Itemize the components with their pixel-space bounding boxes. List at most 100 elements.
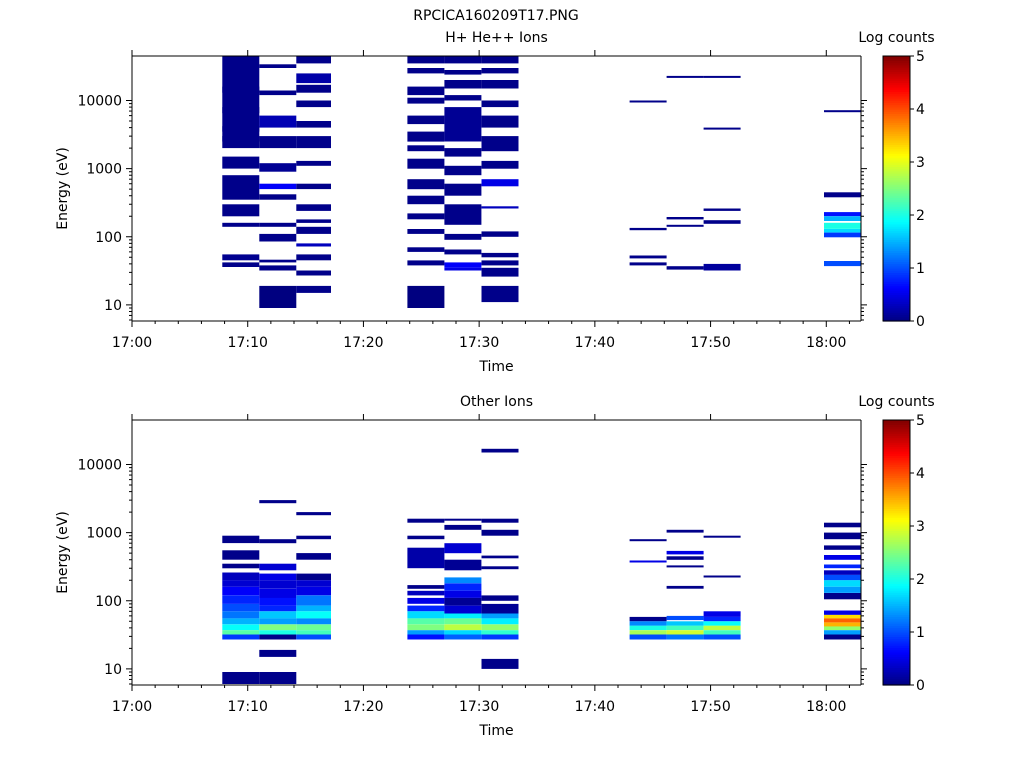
y-tick-label: 10	[104, 298, 122, 314]
heatmap-cell	[824, 626, 861, 631]
heatmap-cell	[824, 622, 861, 627]
colorbar-swatch	[883, 656, 910, 660]
heatmap-cell	[222, 107, 260, 114]
panel-title: Other Ions	[460, 394, 533, 410]
y-tick-label: 10	[104, 662, 122, 678]
colorbar-swatch	[883, 594, 910, 598]
colorbar-swatch	[883, 281, 910, 285]
colorbar-swatch	[883, 126, 910, 130]
colorbar-swatch	[883, 279, 910, 282]
x-tick-label: 18:00	[806, 699, 846, 715]
colorbar-tick-label: 2	[916, 572, 925, 588]
heatmap-cell	[666, 224, 704, 227]
heatmap-cell	[481, 260, 519, 266]
colorbar-swatch	[883, 58, 910, 62]
colorbar-swatch	[883, 499, 910, 503]
heatmap-cell	[259, 136, 297, 149]
colorbar-tick-label: 5	[916, 413, 925, 429]
colorbar-swatch	[883, 539, 910, 543]
colorbar-swatch	[883, 261, 910, 265]
colorbar-swatch	[883, 435, 910, 439]
colorbar-tick-label: 1	[916, 625, 925, 641]
colorbar-swatch	[883, 510, 910, 514]
heatmap-cell	[481, 252, 519, 258]
heatmap-cell	[444, 583, 482, 591]
colorbar-swatch	[883, 245, 910, 249]
heatmap-cell	[259, 285, 297, 308]
colorbar-swatch	[883, 603, 910, 607]
heatmap-cell	[824, 574, 861, 581]
colorbar-swatch	[883, 184, 910, 187]
heatmap-cell	[222, 572, 260, 581]
colorbar-swatch	[883, 287, 910, 291]
heatmap-cell	[481, 160, 519, 169]
colorbar-swatch	[883, 212, 910, 216]
colorbar-swatch	[883, 609, 910, 613]
heatmap-cell	[703, 634, 741, 640]
heatmap-cell	[481, 630, 519, 635]
colorbar-swatch	[883, 71, 910, 75]
colorbar-tick-label: 3	[916, 519, 925, 535]
colorbar-swatch	[883, 139, 910, 143]
colorbar-swatch	[883, 550, 910, 554]
heatmap-cell	[481, 529, 519, 536]
heatmap-cell	[222, 630, 260, 635]
colorbar-swatch	[883, 579, 910, 582]
heatmap-cell	[407, 597, 445, 604]
heatmap-cell	[407, 195, 445, 205]
heatmap-cell	[407, 97, 445, 104]
heatmap-cell	[259, 649, 297, 657]
colorbar-swatch	[883, 159, 910, 163]
heatmap-cell	[444, 267, 482, 271]
colorbar-swatch	[883, 640, 910, 644]
heatmap-cell	[259, 163, 297, 172]
heatmap-cell	[407, 285, 445, 308]
heatmap-cell	[481, 267, 519, 277]
colorbar-swatch	[883, 643, 910, 646]
colorbar-swatch	[883, 682, 910, 686]
colorbar-swatch	[883, 497, 910, 501]
heatmap-cell	[444, 577, 482, 584]
colorbar-swatch	[883, 470, 910, 474]
heatmap-cell	[824, 630, 861, 635]
heatmap-cell	[629, 616, 667, 622]
heatmap-cell	[444, 56, 482, 64]
heatmap-cell	[296, 605, 331, 612]
heatmap-cell	[259, 222, 297, 227]
heatmap-cell	[444, 613, 482, 619]
heatmap-cell	[824, 610, 861, 615]
colorbar-swatch	[883, 612, 910, 615]
colorbar-swatch	[883, 265, 910, 269]
heatmap-cell	[444, 597, 482, 606]
colorbar: 0 1 2 3 4 5 Log counts	[858, 394, 934, 694]
heatmap-cell	[481, 56, 519, 64]
colorbar-swatch	[883, 645, 910, 649]
colorbar-swatch	[883, 316, 910, 320]
heatmap-cell	[444, 148, 482, 157]
colorbar-swatch	[883, 680, 910, 684]
heatmap-cells	[222, 56, 861, 308]
colorbar-swatch	[883, 223, 910, 227]
colorbar-swatch	[883, 186, 910, 190]
heatmap-cell	[259, 634, 297, 640]
heatmap-cell	[222, 672, 260, 684]
colorbar-swatch	[883, 148, 910, 152]
heatmap-cell	[296, 634, 331, 640]
heatmap-cell	[824, 586, 861, 593]
heatmap-cell	[703, 611, 741, 617]
heatmap-cell	[666, 621, 704, 626]
heatmap-cell	[824, 570, 861, 575]
heatmap-cell	[444, 630, 482, 635]
colorbar-swatch	[883, 490, 910, 494]
heatmap-cell	[259, 672, 297, 684]
colorbar-tick-label: 5	[916, 49, 925, 65]
heatmap-cell	[444, 559, 482, 571]
colorbar-swatch	[883, 166, 910, 170]
colorbar-swatch	[883, 592, 910, 596]
colorbar-swatch	[883, 420, 910, 423]
heatmap-cell	[703, 75, 741, 78]
colorbar-swatch	[883, 632, 910, 635]
heatmap-cell	[703, 625, 741, 631]
colorbar-swatch	[883, 607, 910, 611]
colorbar-swatch	[883, 665, 910, 668]
